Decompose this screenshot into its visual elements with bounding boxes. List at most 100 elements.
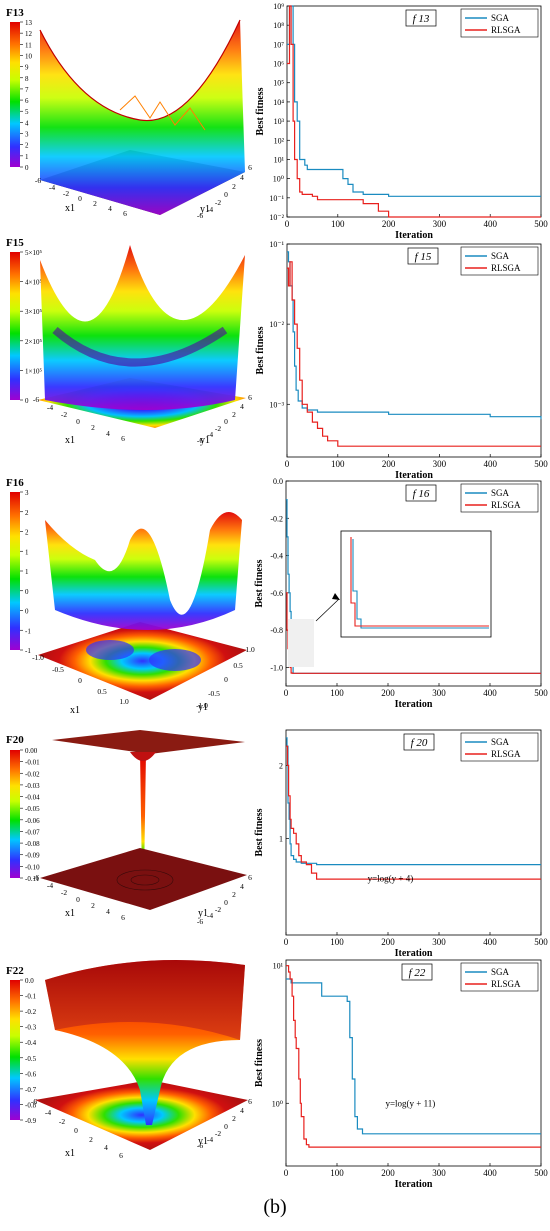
y-tick-label: 10⁻³ <box>269 400 284 409</box>
colorbar-tick-label: 2 <box>25 529 29 537</box>
colorbar-tick-label: -0.02 <box>25 770 40 778</box>
colorbar-tick-label: -0.8 <box>25 1101 37 1109</box>
colorbar <box>10 252 20 400</box>
chart-title: f 16 <box>413 488 430 500</box>
colorbar-ticks: 0.00 -0.01 -0.02 -0.03 -0.04 -0.05 -0.06 -0.07 -… <box>20 747 40 883</box>
surface-x-tick-label: 4 <box>104 1143 108 1152</box>
colorbar-tick-label: 9 <box>25 64 29 72</box>
colorbar-tick-label: 1 <box>25 568 29 576</box>
surface-x-tick-label: -4 <box>45 1108 51 1117</box>
zoom-arrow <box>315 598 340 622</box>
surface-x-tick-label: 0.5 <box>97 687 107 696</box>
colorbar-tick-label: 0.0 <box>25 977 34 985</box>
y-axis-label: y1 <box>198 908 208 919</box>
colorbar-tick-label: -0.09 <box>25 852 40 860</box>
legend-label: RLSGA <box>491 500 521 510</box>
x-tick-label: 200 <box>382 459 396 469</box>
surface-y-tick-label: 2 <box>232 1114 236 1123</box>
colorbar-tick-label: -0.6 <box>25 1070 37 1078</box>
colorbar-tick-label: 4×10⁵ <box>25 279 42 287</box>
surface-y-tick-label: -4 <box>207 430 213 439</box>
y-axis-label: y1 <box>200 204 210 215</box>
surface-panel-f20: F20 0.00 -0.01 -0.02 -0.03 -0.04 -0.05 -0.06 -0… <box>6 730 252 926</box>
colorbar-tick-label: -0.03 <box>25 782 40 790</box>
surface-x-tick-label: -6 <box>33 873 39 882</box>
surface-sheet <box>40 245 245 410</box>
convergence-chart-f16: 0 100 200 300 400 500 0.0 -0.2 -0.4 -0.6 -0.8 -1.0 I… <box>254 477 548 710</box>
colorbar-tick-label: 4 <box>25 119 29 127</box>
surface-top-sheet <box>52 730 245 754</box>
surface-x-tick-label: -6 <box>33 395 39 404</box>
surface-y-tick-label: 1.0 <box>245 645 255 654</box>
legend-label: RLSGA <box>491 25 521 35</box>
y-axis-label: Best fitness <box>254 559 265 607</box>
surface-x-tick-label: 4 <box>108 204 112 213</box>
colorbar <box>10 22 20 167</box>
chart-title-box <box>407 247 439 265</box>
colorbar-tick-label: 6 <box>25 97 29 105</box>
surface-x-tick-label: -6 <box>31 1097 37 1106</box>
surface-axis-ticks: -1.0-0.500.51.01.00.50-0.5-1.0 <box>32 645 255 710</box>
y-axis-label: Best fitness <box>255 326 266 374</box>
colorbar-tick-label: -0.2 <box>25 1008 37 1016</box>
colorbar-tick-label: 5 <box>25 108 29 116</box>
legend-label: SGA <box>491 13 510 23</box>
colorbar-tick-label: -0.7 <box>25 1086 37 1094</box>
plot-frame <box>286 5 542 218</box>
colorbar-tick-label: 1 <box>25 153 29 161</box>
y-tick-label: 10⁷ <box>273 40 284 49</box>
surface-x-tick-label: 1.0 <box>119 697 129 706</box>
floor-basin <box>149 649 201 671</box>
x-tick-label: 200 <box>381 937 395 947</box>
legend-label: SGA <box>491 251 510 261</box>
surface-y-tick-label: -4 <box>207 205 213 214</box>
legend-label: SGA <box>491 967 510 977</box>
colorbar-tick-label: -0.06 <box>25 817 40 825</box>
x-tick-label: 200 <box>381 688 395 698</box>
x-tick-label: 0 <box>284 1168 289 1178</box>
y-tick-label: 10⁻² <box>269 213 284 222</box>
spike-neck <box>130 752 156 761</box>
x-tick-label: 100 <box>330 688 344 698</box>
surface-y-tick-label: -6 <box>197 211 203 220</box>
surface-x-tick-label: 6 <box>121 913 125 922</box>
surface-x-tick-label: -2 <box>63 189 69 198</box>
surface-x-tick-label: -4 <box>49 183 55 192</box>
colorbar-tick-label: -0.04 <box>25 794 40 802</box>
zoom-inset <box>340 530 492 638</box>
surface-y-tick-label: 0 <box>224 190 228 199</box>
surface-title: F16 <box>6 477 24 489</box>
surface-y-tick-label: -2 <box>215 1129 221 1138</box>
x-axis-label: x1 <box>65 908 75 919</box>
x-axis-label: Iteration <box>395 230 433 241</box>
x-tick-label: 0 <box>284 937 289 947</box>
y-tick-label: 10⁰ <box>272 1099 283 1108</box>
surface-y-tick-label: 4 <box>240 882 244 891</box>
colorbar-tick-label: 10 <box>25 52 33 60</box>
x-tick-label: 300 <box>433 459 447 469</box>
x-tick-label: 500 <box>534 937 548 947</box>
x-axis-label: x1 <box>70 705 80 716</box>
surface-x-tick-label: 0 <box>76 895 80 904</box>
surface-x-tick-label: 0 <box>78 676 82 685</box>
x-tick-label: 0 <box>285 459 290 469</box>
x-axis-label: Iteration <box>395 948 433 959</box>
surface-sheet <box>45 512 242 630</box>
x-tick-label: 500 <box>534 219 548 229</box>
surface-sheet <box>40 20 245 215</box>
surface-y-tick-label: -2 <box>215 198 221 207</box>
colorbar-tick-label: -0.9 <box>25 1117 37 1125</box>
surface-x-tick-label: 6 <box>119 1151 123 1160</box>
colorbar <box>10 492 20 650</box>
x-tick-label: 500 <box>534 688 548 698</box>
colorbar-tick-label: 13 <box>25 19 33 27</box>
series-line-rlsga <box>287 5 541 218</box>
surface-y-tick-label: 2 <box>232 410 236 419</box>
figure-label: (b) <box>263 1196 287 1218</box>
surface-y-tick-label: -6 <box>197 917 203 926</box>
series-line-rlsga <box>286 745 541 880</box>
y-axis-label: Best fitness <box>255 87 266 135</box>
